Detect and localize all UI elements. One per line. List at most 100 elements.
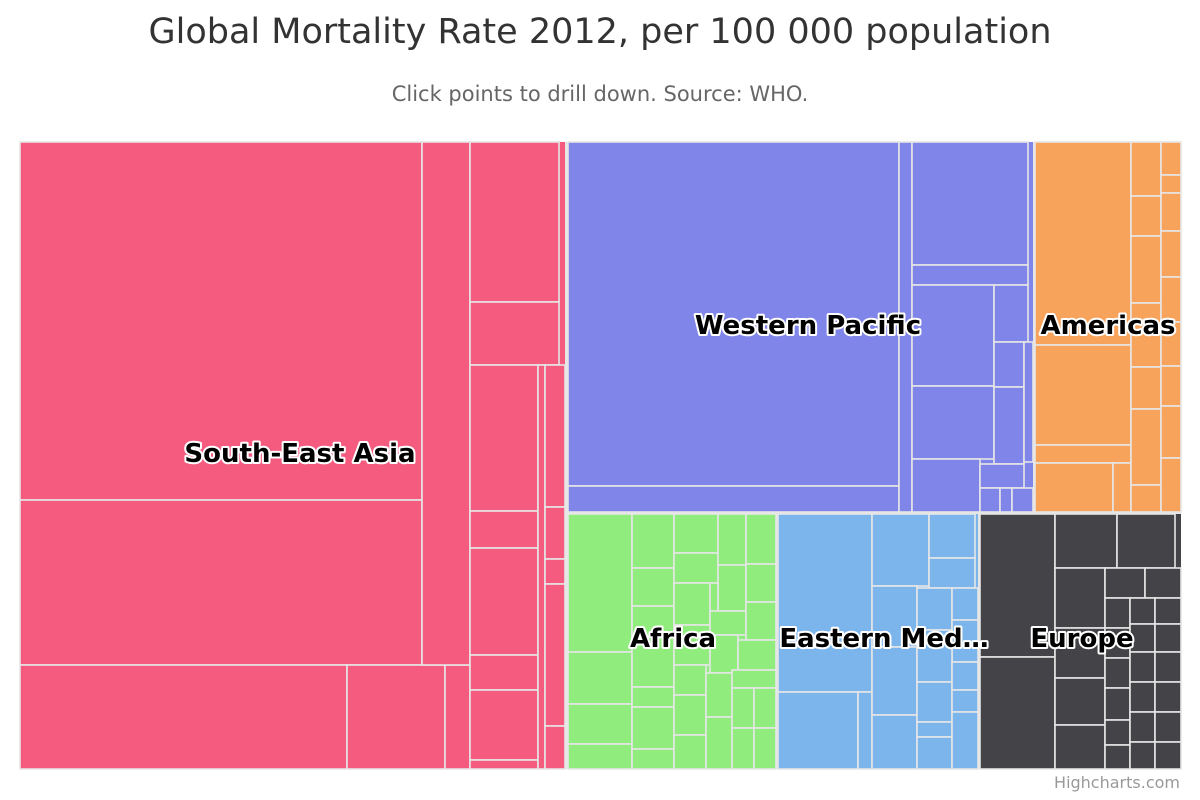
treemap-cell-south-east-asia-17[interactable] xyxy=(544,506,566,560)
treemap-cell-europe-25[interactable] xyxy=(1154,711,1182,743)
treemap-cell-south-east-asia-16[interactable] xyxy=(544,364,566,508)
treemap-cell-europe-13[interactable] xyxy=(1054,724,1106,770)
treemap-cell-africa-9[interactable] xyxy=(631,686,675,708)
treemap-cell-western-pacific-2[interactable] xyxy=(567,485,900,513)
treemap-cell-africa-22[interactable] xyxy=(745,563,777,603)
treemap-cell-americas-2[interactable] xyxy=(1034,344,1132,446)
treemap-cell-eastern-mediterranean-11[interactable] xyxy=(951,587,979,621)
treemap-cell-africa-6[interactable] xyxy=(631,567,675,607)
treemap-cell-africa-4[interactable] xyxy=(567,743,633,770)
treemap-cell-africa-17[interactable] xyxy=(673,694,707,736)
treemap-cell-europe-22[interactable] xyxy=(1154,681,1182,713)
treemap-cell-eastern-mediterranean-16[interactable] xyxy=(916,736,953,770)
region-europe[interactable] xyxy=(979,513,1182,770)
treemap-cell-eastern-mediterranean-6[interactable] xyxy=(871,646,918,716)
treemap-cell-western-pacific-14[interactable] xyxy=(979,487,1001,513)
treemap-cell-eastern-mediterranean-18[interactable] xyxy=(951,689,979,713)
treemap-cell-americas-20[interactable] xyxy=(1160,405,1182,459)
treemap-cell-south-east-asia-3[interactable] xyxy=(19,664,348,770)
treemap-cell-americas-21[interactable] xyxy=(1160,457,1182,513)
treemap-cell-africa-2[interactable] xyxy=(567,651,633,705)
credits-link[interactable]: Highcharts.com xyxy=(1054,773,1180,792)
treemap-cell-africa-14[interactable] xyxy=(673,582,711,626)
treemap-cell-africa-18[interactable] xyxy=(673,734,707,770)
treemap-cell-africa-13[interactable] xyxy=(673,552,719,584)
treemap-cell-americas-10[interactable] xyxy=(1130,366,1162,410)
treemap-cell-western-pacific-7[interactable] xyxy=(911,385,995,460)
treemap-cell-americas-7[interactable] xyxy=(1130,195,1162,237)
treemap-cell-americas-5[interactable] xyxy=(1112,462,1132,513)
treemap-cell-eastern-mediterranean-5[interactable] xyxy=(871,585,918,648)
treemap-cell-africa-33[interactable] xyxy=(731,727,755,770)
treemap-cell-europe-27[interactable] xyxy=(1129,741,1156,770)
region-eastern-mediterranean[interactable] xyxy=(777,513,979,770)
treemap-cell-western-pacific-15[interactable] xyxy=(999,487,1013,513)
treemap-cell-south-east-asia-1[interactable] xyxy=(19,141,423,501)
treemap-cell-africa-21[interactable] xyxy=(717,564,747,612)
treemap-cell-europe-17[interactable] xyxy=(1104,657,1131,689)
treemap-cell-south-east-asia-8[interactable] xyxy=(469,301,560,366)
treemap-cell-europe-18[interactable] xyxy=(1129,651,1156,683)
treemap-cell-europe-10[interactable] xyxy=(1129,597,1156,625)
treemap-cell-europe-26[interactable] xyxy=(1104,744,1131,770)
treemap-cell-europe-23[interactable] xyxy=(1104,719,1131,746)
treemap-cell-europe-5[interactable] xyxy=(1054,567,1106,629)
treemap-cell-africa-5[interactable] xyxy=(631,513,675,569)
treemap-cell-south-east-asia-4[interactable] xyxy=(346,664,446,770)
treemap-cell-eastern-mediterranean-14[interactable] xyxy=(916,681,953,723)
treemap-cell-europe-3[interactable] xyxy=(1054,513,1118,569)
region-western-pacific[interactable] xyxy=(567,141,1034,513)
treemap-cell-americas-19[interactable] xyxy=(1160,365,1182,407)
treemap-cell-europe-2[interactable] xyxy=(979,656,1056,770)
region-south-east-asia[interactable] xyxy=(19,141,566,770)
treemap-cell-europe-4[interactable] xyxy=(1116,513,1176,569)
treemap-cell-south-east-asia-20[interactable] xyxy=(544,725,566,770)
treemap-cell-eastern-mediterranean-7[interactable] xyxy=(871,714,918,770)
treemap-cell-americas-9[interactable] xyxy=(1130,302,1162,368)
treemap-cell-americas-16[interactable] xyxy=(1160,230,1182,278)
treemap-cell-africa-28[interactable] xyxy=(705,672,733,718)
treemap-cell-europe-11[interactable] xyxy=(1154,597,1182,625)
treemap-cell-europe-6[interactable] xyxy=(1104,567,1146,599)
treemap-cell-south-east-asia-19[interactable] xyxy=(544,583,566,727)
treemap-cell-africa-32[interactable] xyxy=(753,687,777,729)
treemap-cell-eastern-mediterranean-1[interactable] xyxy=(777,513,873,693)
treemap-cell-eastern-mediterranean-19[interactable] xyxy=(951,711,979,770)
treemap-cell-eastern-mediterranean-8[interactable] xyxy=(928,513,976,559)
treemap-cell-europe-19[interactable] xyxy=(1154,651,1182,683)
treemap-cell-africa-27[interactable] xyxy=(737,639,777,671)
treemap-cell-eastern-mediterranean-3[interactable] xyxy=(857,691,873,770)
treemap-cell-south-east-asia-14[interactable] xyxy=(469,759,539,770)
treemap-cell-south-east-asia-12[interactable] xyxy=(469,654,539,691)
treemap-cell-europe-16[interactable] xyxy=(1154,623,1182,653)
treemap-cell-western-pacific-1[interactable] xyxy=(567,141,900,487)
treemap-cell-europe-7[interactable] xyxy=(1144,567,1182,599)
treemap-cell-eastern-mediterranean-9[interactable] xyxy=(928,557,976,589)
treemap-cell-africa-31[interactable] xyxy=(731,687,755,729)
treemap-cell-south-east-asia-6[interactable] xyxy=(421,141,471,666)
treemap-cell-americas-3[interactable] xyxy=(1034,444,1132,464)
treemap-cell-americas-14[interactable] xyxy=(1160,174,1182,194)
treemap-cell-americas-4[interactable] xyxy=(1034,462,1114,513)
treemap-cell-americas-11[interactable] xyxy=(1130,408,1162,486)
treemap-cell-south-east-asia-18[interactable] xyxy=(544,558,566,585)
treemap-cell-africa-1[interactable] xyxy=(567,513,633,653)
treemap-cell-western-pacific-16[interactable] xyxy=(1011,487,1034,513)
treemap-cell-europe-15[interactable] xyxy=(1129,623,1156,653)
treemap-cell-americas-13[interactable] xyxy=(1160,141,1182,176)
treemap-cell-africa-16[interactable] xyxy=(673,664,707,696)
treemap-cell-south-east-asia-7[interactable] xyxy=(469,141,560,303)
treemap-cell-africa-25[interactable] xyxy=(745,601,777,641)
treemap-cell-western-pacific-9[interactable] xyxy=(993,284,1029,343)
treemap-cell-americas-8[interactable] xyxy=(1130,235,1162,304)
treemap-cell-africa-3[interactable] xyxy=(567,703,633,745)
treemap-cell-eastern-mediterranean-17[interactable] xyxy=(951,661,979,691)
treemap-cell-south-east-asia-10[interactable] xyxy=(469,510,539,549)
treemap-cell-eastern-mediterranean-15[interactable] xyxy=(916,721,953,738)
treemap-cell-africa-7[interactable] xyxy=(631,605,675,637)
treemap-cell-south-east-asia-5[interactable] xyxy=(444,664,471,770)
region-americas[interactable] xyxy=(1034,141,1182,513)
region-africa[interactable] xyxy=(567,513,777,770)
treemap-cell-africa-29[interactable] xyxy=(705,716,733,770)
